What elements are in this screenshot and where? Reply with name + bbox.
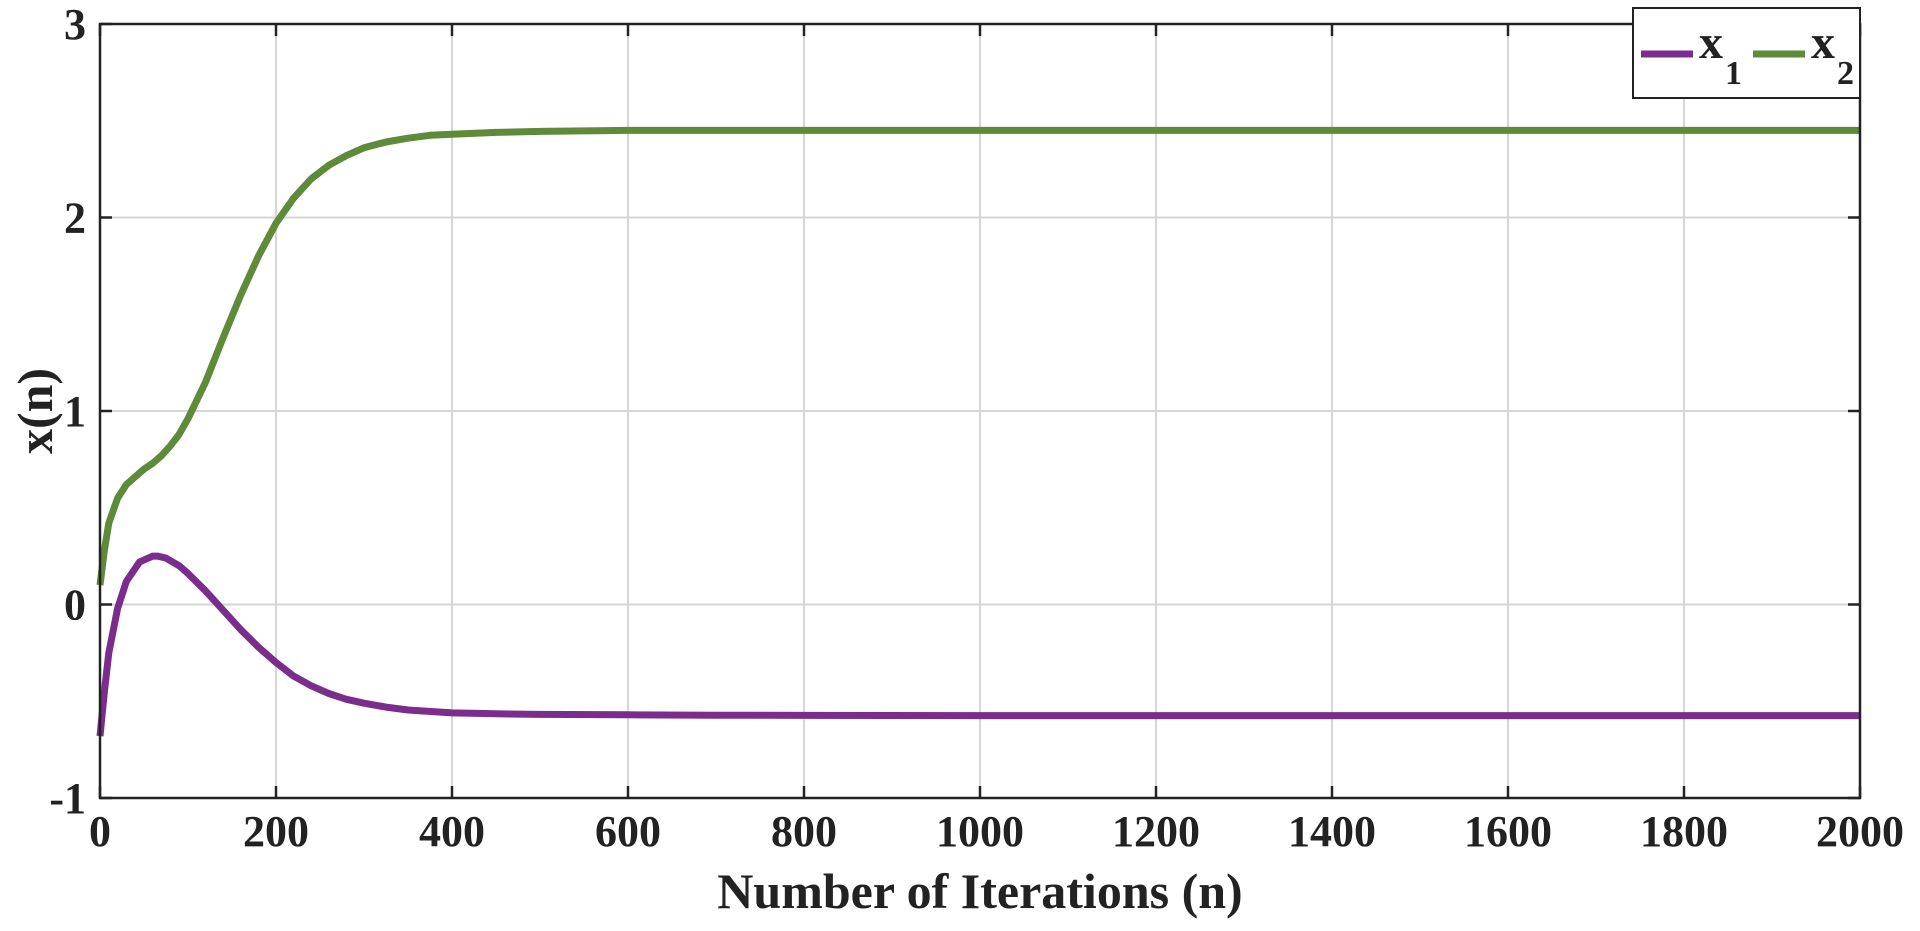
x-tick-label: 2000 — [1816, 807, 1904, 856]
x-tick-label: 1400 — [1288, 807, 1376, 856]
x-tick-label: 800 — [771, 807, 837, 856]
y-axis-tick-labels: -1 0 1 2 3 — [49, 0, 86, 823]
legend-label-subscript: 1 — [1725, 55, 1742, 92]
legend-label: x — [1699, 16, 1723, 69]
y-axis-label: x(n) — [7, 368, 63, 454]
y-tick-label: -1 — [49, 774, 86, 823]
x-tick-label: 1200 — [1112, 807, 1200, 856]
series-line-x2 — [96, 126, 1860, 586]
y-tick-label: 2 — [64, 194, 86, 243]
x-axis-tick-labels: 0 200 400 600 800 1000 1200 1400 1600 1800 2000 — [89, 807, 1904, 856]
y-tick-label: 1 — [64, 387, 86, 436]
grid-lines — [99, 23, 1861, 799]
legend-item-x1: x1 — [1641, 16, 1742, 92]
series-lines — [96, 126, 1860, 737]
y-tick-label: 3 — [64, 0, 86, 49]
y-tick-label: 0 — [64, 581, 86, 630]
legend-label: x — [1811, 16, 1835, 69]
legend-item-x2: x2 — [1753, 16, 1854, 92]
x-tick-label: 1000 — [936, 807, 1024, 856]
x-tick-label: 1800 — [1640, 807, 1728, 856]
x-axis-label: Number of Iterations (n) — [717, 863, 1242, 919]
series-line-x1 — [96, 552, 1860, 737]
legend-label-subscript: 2 — [1837, 55, 1854, 92]
x-tick-label: 0 — [89, 807, 111, 856]
x-tick-label: 200 — [243, 807, 309, 856]
x-tick-label: 1600 — [1464, 807, 1552, 856]
x-tick-label: 600 — [595, 807, 661, 856]
x-tick-label: 400 — [419, 807, 485, 856]
